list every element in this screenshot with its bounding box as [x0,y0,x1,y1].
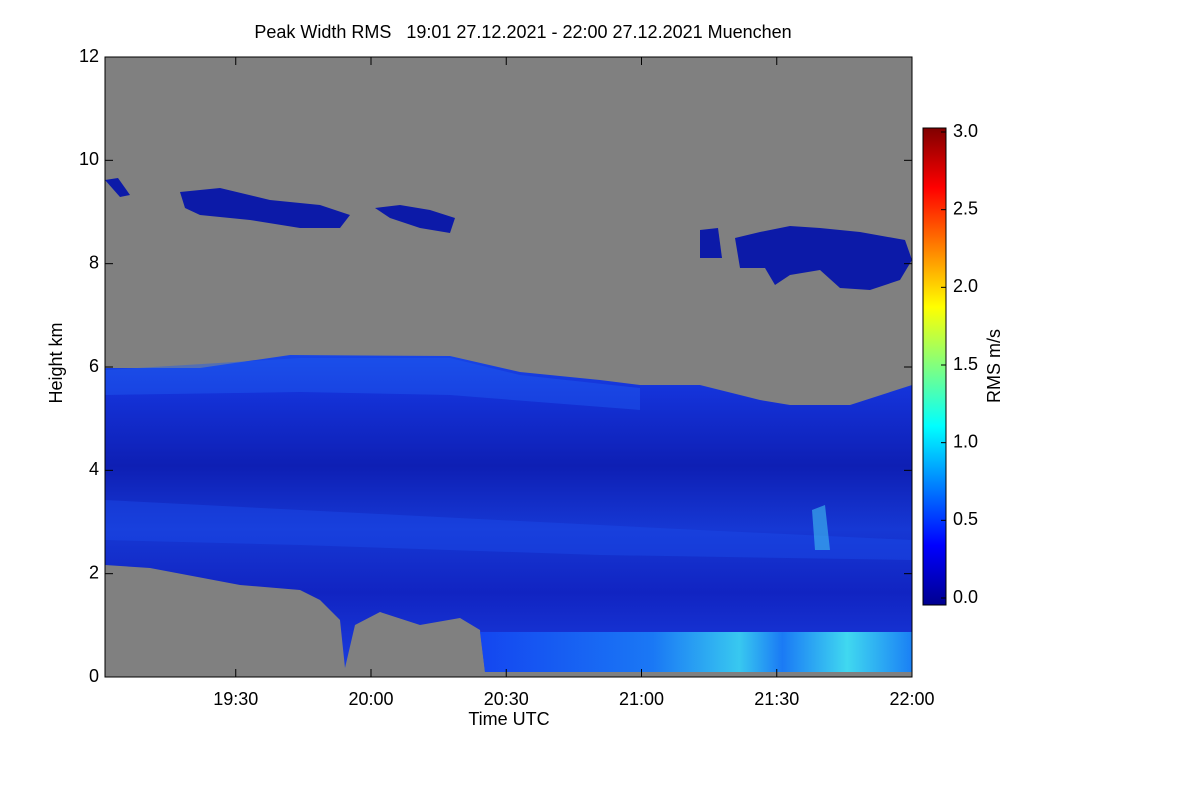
y-tick-label: 2 [89,562,99,582]
colorbar-tick-label: 3.0 [953,121,978,141]
echo-field [105,178,912,672]
x-tick-label: 21:30 [754,689,799,709]
x-tick-label: 20:00 [348,689,393,709]
colorbar-tick-label: 1.0 [953,431,978,451]
colorbar [922,127,947,606]
y-tick-label: 8 [89,252,99,272]
x-axis-label: Time UTC [468,709,549,729]
y-axis-label: Height km [46,322,66,403]
colorbar-tick-label: 2.5 [953,198,978,218]
y-tick-label: 0 [89,666,99,686]
y-tick-label: 6 [89,356,99,376]
colorbar-tick-label: 0.5 [953,509,978,529]
x-tick-label: 21:00 [619,689,664,709]
colorbar-tick-label: 0.0 [953,587,978,607]
y-tick-label: 12 [79,46,99,66]
y-tick-label: 10 [79,149,99,169]
colorbar-tick-label: 2.0 [953,276,978,296]
x-tick-label: 20:30 [484,689,529,709]
y-tick-label: 4 [89,459,99,479]
colorbar-label: RMS m/s [984,329,1004,403]
colorbar-tick-label: 1.5 [953,354,978,374]
x-tick-label: 22:00 [889,689,934,709]
chart-title: Peak Width RMS 19:01 27.12.2021 - 22:00 … [254,22,791,42]
x-tick-label: 19:30 [213,689,258,709]
